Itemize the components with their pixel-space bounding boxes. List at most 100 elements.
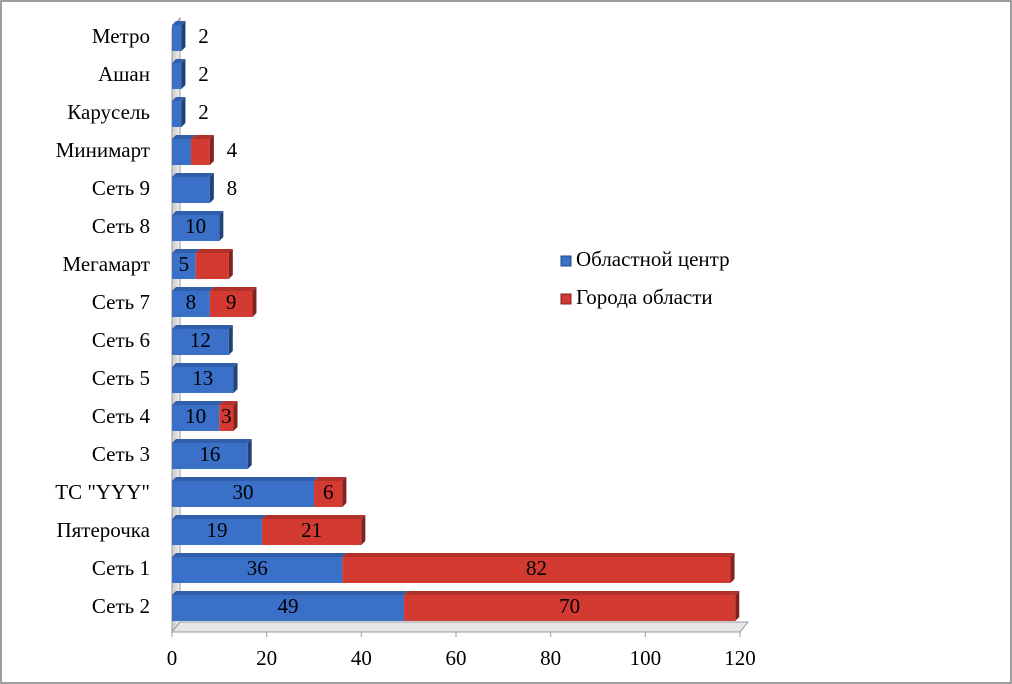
bar-side (228, 249, 233, 279)
legend-swatch (560, 255, 572, 267)
data-label: 82 (526, 556, 547, 580)
bar-top (342, 553, 735, 557)
bar-side (209, 173, 214, 203)
bar (172, 595, 404, 621)
data-label: 2 (198, 62, 209, 86)
bar-top (261, 515, 366, 519)
category-label: Метро (92, 24, 150, 48)
data-label: 16 (199, 442, 220, 466)
category-label: Сеть 2 (92, 594, 150, 618)
bar-side (730, 553, 735, 583)
bar (172, 329, 229, 355)
data-label: 10 (185, 214, 206, 238)
data-label: 36 (247, 556, 268, 580)
bar (314, 481, 343, 507)
bar-side (219, 211, 224, 241)
bar (172, 481, 314, 507)
category-label: Карусель (67, 100, 150, 124)
bar-top (172, 477, 318, 481)
data-label: 19 (206, 518, 227, 542)
data-label: 12 (190, 328, 211, 352)
bar-side (181, 59, 186, 89)
data-label: 30 (233, 480, 254, 504)
data-label: 8 (186, 290, 197, 314)
bar (172, 443, 248, 469)
bar (172, 405, 220, 431)
legend-label: Города области (576, 285, 713, 309)
bar-top (190, 135, 214, 139)
bar-top (195, 249, 233, 253)
bar-side (233, 363, 238, 393)
bar (172, 139, 191, 165)
bar-top (314, 477, 347, 481)
category-label: Сеть 8 (92, 214, 150, 238)
bar (209, 291, 253, 317)
x-tick-label: 100 (630, 646, 662, 670)
bar-top (172, 553, 347, 557)
bar-top (172, 173, 214, 177)
category-label: Минимарт (56, 138, 150, 162)
bar-side (228, 325, 233, 355)
bar-top (172, 21, 186, 25)
data-label: 70 (559, 594, 580, 618)
bar (172, 519, 262, 545)
bar-top (172, 591, 408, 595)
bar (342, 557, 731, 583)
bar (195, 253, 229, 279)
category-label: Сеть 9 (92, 176, 150, 200)
bar-top (172, 401, 224, 405)
bar-side (209, 135, 214, 165)
legend-swatch (560, 293, 572, 305)
data-label: 49 (277, 594, 298, 618)
bar (172, 291, 210, 317)
bar (172, 557, 343, 583)
data-label: 8 (227, 176, 238, 200)
data-label: 5 (179, 252, 190, 276)
bar-side (361, 515, 366, 545)
category-label: Сеть 4 (92, 404, 151, 428)
bar-top (172, 287, 214, 291)
x-tick-label: 20 (256, 646, 277, 670)
data-label: 3 (221, 404, 232, 428)
bar (172, 215, 220, 241)
bar (172, 63, 182, 89)
bar-top (219, 401, 238, 405)
category-label: Мегамарт (62, 252, 150, 276)
bar (172, 177, 210, 203)
data-label: 4 (227, 138, 238, 162)
bar-top (172, 363, 238, 367)
category-label: Сеть 7 (92, 290, 150, 314)
bar-top (172, 515, 266, 519)
bar-top (172, 59, 186, 63)
bar (261, 519, 362, 545)
bar (172, 25, 182, 51)
x-tick-label: 80 (540, 646, 561, 670)
category-label: Сеть 3 (92, 442, 150, 466)
data-label: 2 (198, 24, 209, 48)
category-label: Сеть 5 (92, 366, 150, 390)
category-label: ТС "YYY" (55, 480, 150, 504)
x-tick-label: 0 (167, 646, 178, 670)
bar-side (735, 591, 740, 621)
bar-side (233, 401, 238, 431)
data-label: 9 (226, 290, 237, 314)
category-label: Сеть 6 (92, 328, 150, 352)
bar (190, 139, 210, 165)
x-tick-label: 40 (351, 646, 372, 670)
category-label: Пятерочка (56, 518, 150, 542)
bar (172, 253, 196, 279)
x-tick-label: 60 (446, 646, 467, 670)
bar-side (342, 477, 347, 507)
bar (403, 595, 736, 621)
bar (219, 405, 234, 431)
bar-top (403, 591, 740, 595)
bar-top (172, 325, 233, 329)
bar-top (172, 439, 252, 443)
data-label: 21 (301, 518, 322, 542)
legend-label: Областной центр (576, 247, 730, 271)
bar-top (172, 211, 224, 215)
bar (172, 101, 182, 127)
data-label: 10 (185, 404, 206, 428)
bar-side (181, 97, 186, 127)
